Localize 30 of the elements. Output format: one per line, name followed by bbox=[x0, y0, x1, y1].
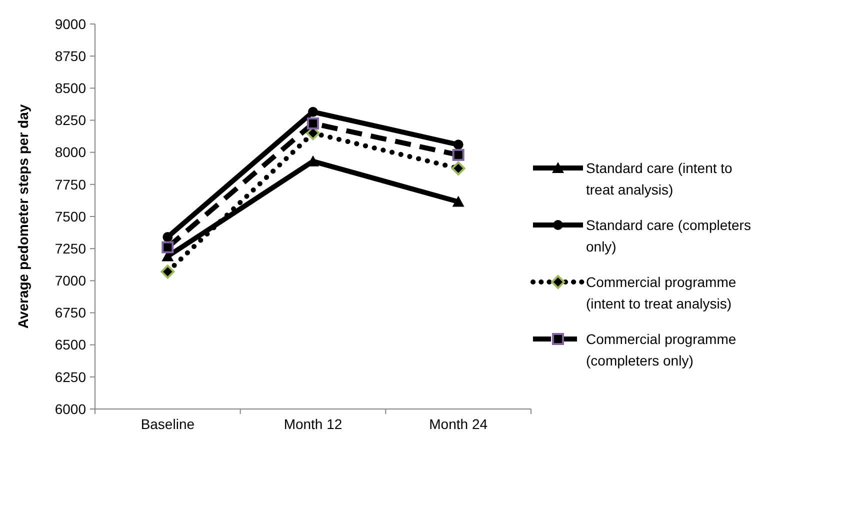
y-tick-label: 8000 bbox=[54, 144, 86, 160]
y-tick-label: 7500 bbox=[54, 208, 86, 224]
x-tick-label: Month 12 bbox=[284, 416, 342, 432]
point bbox=[452, 148, 464, 161]
y-axis-title: Average pedometer steps per day bbox=[15, 104, 31, 329]
point bbox=[453, 140, 464, 150]
y-tick-label: 6250 bbox=[54, 368, 86, 385]
y-tick-label: 6750 bbox=[54, 304, 86, 321]
y-tick-label: 9000 bbox=[54, 16, 86, 32]
x-tick-label: Baseline bbox=[140, 416, 195, 432]
y-tick-label: 7750 bbox=[54, 176, 86, 192]
point bbox=[452, 196, 464, 207]
point bbox=[160, 264, 175, 279]
point bbox=[451, 161, 466, 176]
y-tick-label: 6000 bbox=[54, 400, 86, 417]
y-tick-label: 6500 bbox=[54, 336, 86, 353]
legend-label: Commercial programme (intent to treat analysis) bbox=[586, 274, 736, 312]
legend-label: Standard care (completers only) bbox=[586, 216, 751, 255]
point bbox=[308, 106, 318, 117]
y-tick-label: 7000 bbox=[54, 272, 86, 289]
legend-label: Standard care (intent to treat analysis) bbox=[586, 160, 733, 198]
y-tick-label: 8750 bbox=[54, 48, 86, 64]
y-tick-label: 7250 bbox=[54, 240, 86, 256]
legend-label: Commercial programme (completers only) bbox=[586, 330, 736, 369]
x-tick-label: Month 24 bbox=[429, 416, 488, 432]
point bbox=[162, 232, 173, 242]
y-tick-label: 8500 bbox=[54, 80, 86, 96]
point bbox=[162, 241, 174, 254]
y-tick-label: 8250 bbox=[54, 112, 86, 128]
point bbox=[307, 117, 319, 130]
